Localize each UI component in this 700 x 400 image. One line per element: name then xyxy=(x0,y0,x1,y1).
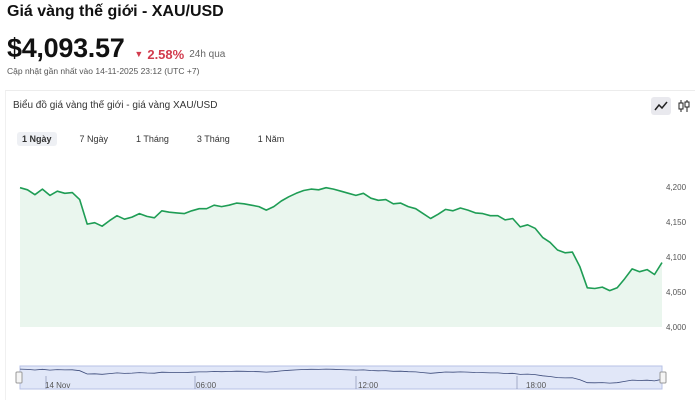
timeframe-tabs: 1 Ngày 7 Ngày 1 Tháng 3 Tháng 1 Năm xyxy=(17,132,307,146)
navigator-label: 18:00 xyxy=(526,381,547,390)
price-area xyxy=(20,187,662,327)
y-tick-label: 4,150 xyxy=(666,218,687,227)
down-arrow-icon: ▼ xyxy=(134,49,144,59)
tab-3-months[interactable]: 3 Tháng xyxy=(196,134,230,144)
navigator-label: 14 Nov xyxy=(45,381,70,390)
plot-area xyxy=(19,186,663,327)
chart-heading: Biểu đồ giá vàng thế giới - giá vàng XAU… xyxy=(13,100,218,111)
tab-7-days[interactable]: 7 Ngày xyxy=(79,134,109,144)
navigator-label: 06:00 xyxy=(196,381,217,390)
candlestick-icon xyxy=(678,100,690,112)
page-title: Giá vàng thế giới - XAU/USD xyxy=(7,3,224,20)
range-navigator[interactable]: 14 Nov 06:00 12:00 18:00 xyxy=(15,365,667,390)
line-chart-icon xyxy=(654,101,668,111)
price-line xyxy=(19,186,663,292)
price-summary: $4,093.57 ▼ 2.58% 24h qua xyxy=(7,33,225,64)
y-tick-label: 4,200 xyxy=(666,183,687,192)
last-updated: Cập nhật gần nhất vào 14-11-2025 23:12 (… xyxy=(7,66,200,76)
chart-panel: Biểu đồ giá vàng thế giới - giá vàng XAU… xyxy=(5,90,695,400)
navigator-left-handle[interactable] xyxy=(15,371,23,384)
navigator-series xyxy=(19,368,663,384)
tab-1-year[interactable]: 1 Năm xyxy=(257,134,285,144)
candlestick-button[interactable] xyxy=(674,97,694,115)
navigator-right-handle[interactable] xyxy=(659,371,667,384)
price-change: ▼ 2.58% xyxy=(134,47,184,62)
change-percent: 2.58% xyxy=(147,46,185,62)
tab-1-month[interactable]: 1 Tháng xyxy=(136,134,169,144)
navigator-line xyxy=(19,368,663,384)
line-chart-button[interactable] xyxy=(651,97,671,115)
navigator-label: 12:00 xyxy=(358,381,379,390)
y-tick-label: 4,100 xyxy=(666,253,687,262)
change-period: 24h qua xyxy=(189,49,226,60)
y-tick-label: 4,000 xyxy=(666,323,687,332)
current-price: $4,093.57 xyxy=(7,33,125,63)
tab-1-day[interactable]: 1 Ngày xyxy=(17,132,57,146)
y-tick-label: 4,050 xyxy=(666,288,687,297)
chart-view-toggle xyxy=(648,97,694,115)
y-axis: 4,200 4,150 4,100 4,050 4,000 xyxy=(666,183,687,332)
